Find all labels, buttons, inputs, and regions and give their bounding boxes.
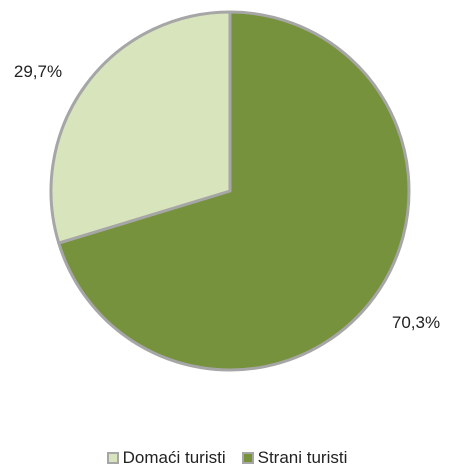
legend-swatch-strani-turisti (241, 452, 254, 464)
pie-slice-domaci-turisti (49, 10, 232, 245)
data-label-domaci-turisti: 29,7% (14, 62, 62, 81)
pie-data-labels: 70,3% 29,7% (14, 62, 440, 332)
data-label-strani-turisti: 70,3% (392, 313, 440, 332)
pie-slice-strani-turisti (57, 10, 411, 372)
legend-label-strani-turisti: Strani turisti (257, 448, 348, 467)
pie-slices (49, 10, 411, 372)
legend: Domaći turisti Strani turisti (0, 448, 454, 468)
legend-item-domaci-turisti: Domaći turisti (106, 448, 226, 468)
legend-swatch-domaci-turisti (106, 452, 119, 464)
pie-chart-plot: 70,3% 29,7% (14, 10, 440, 372)
legend-item-strani-turisti: Strani turisti (241, 448, 348, 468)
legend-label-domaci-turisti: Domaći turisti (122, 448, 226, 467)
